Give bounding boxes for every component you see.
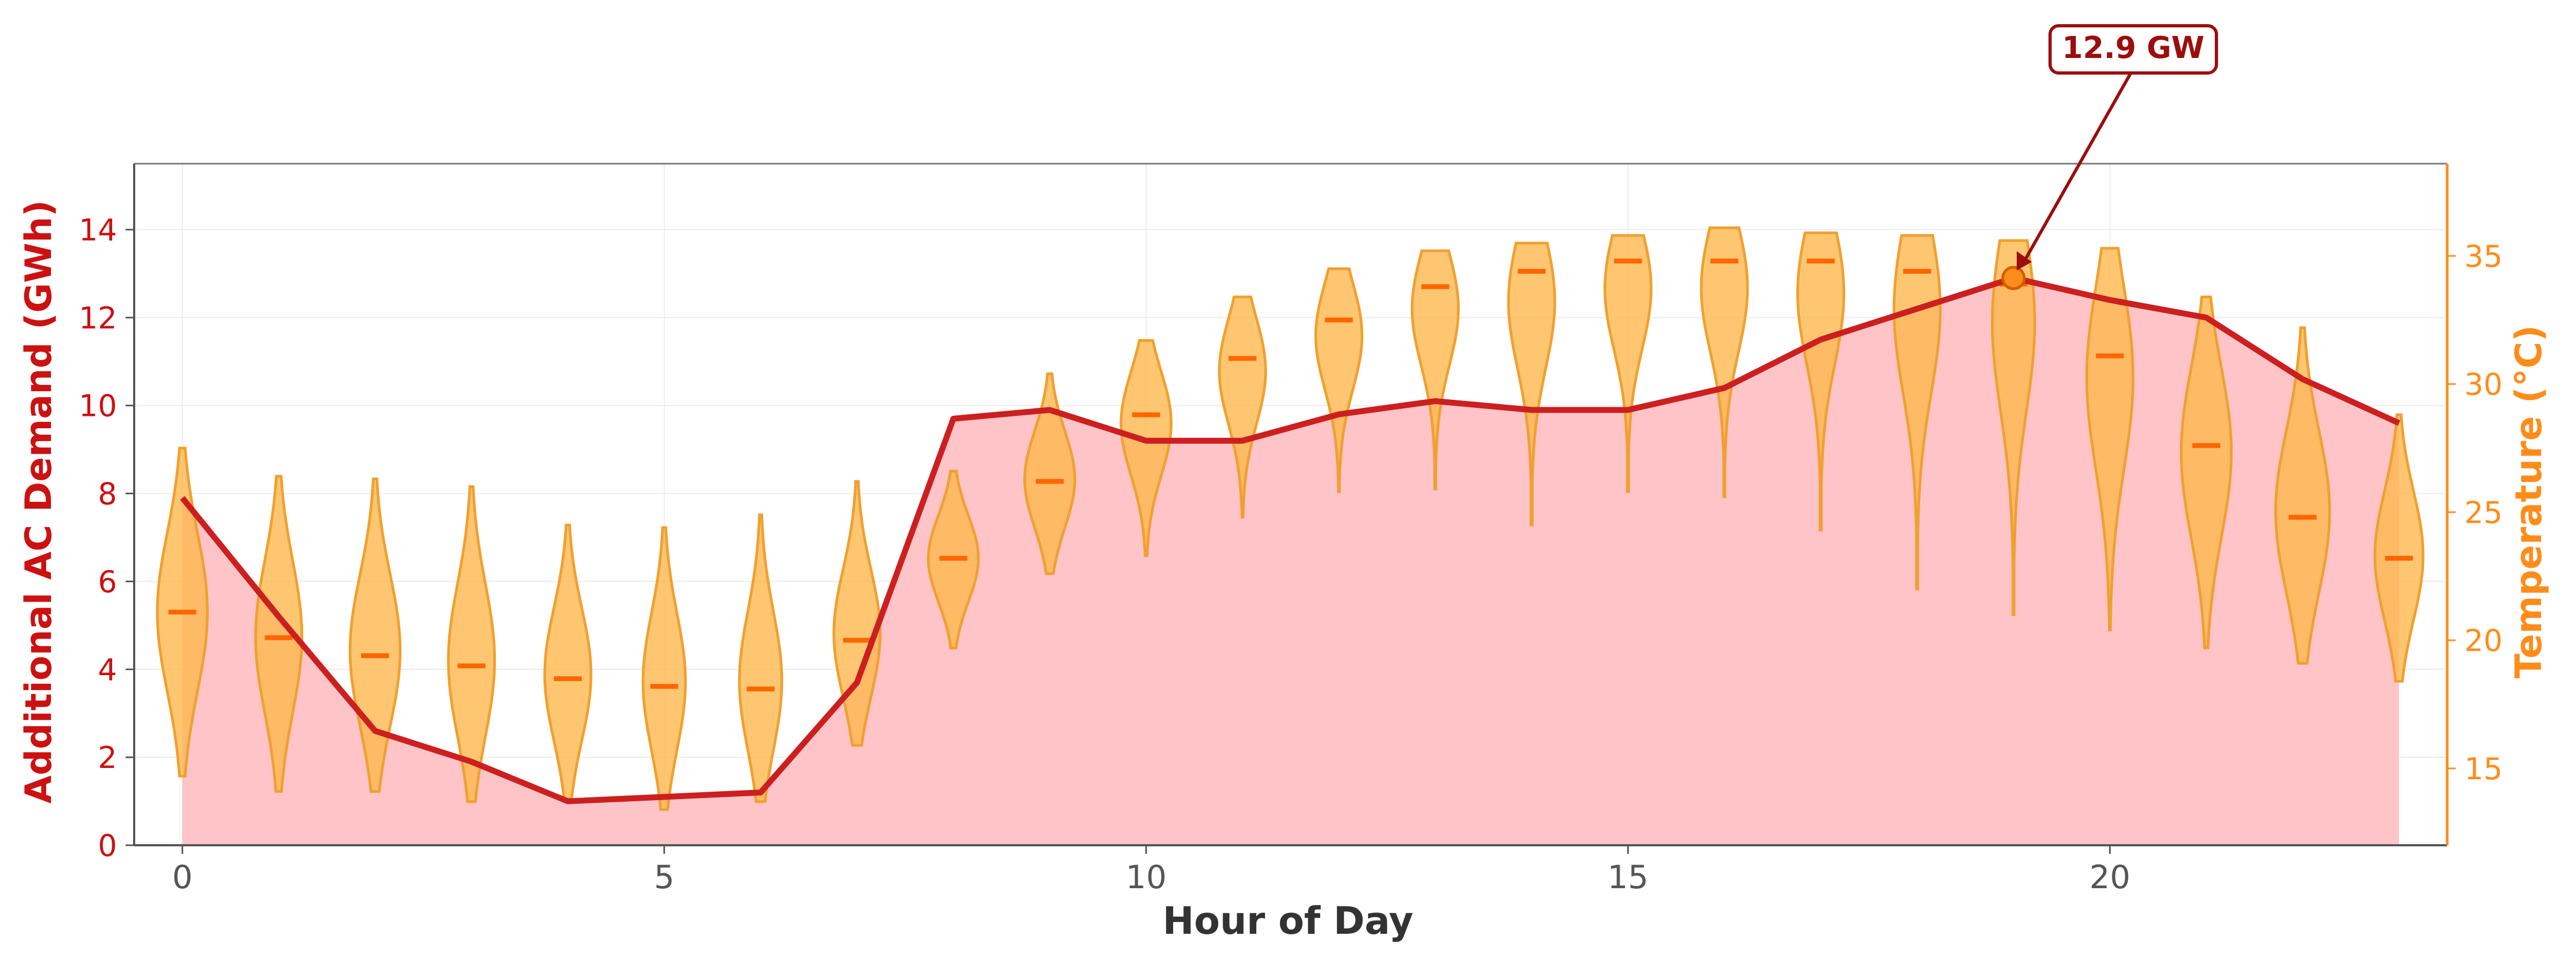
x-tick-label: 15 <box>1607 859 1648 896</box>
demand-area <box>182 278 2399 846</box>
y2-tick-label: 35 <box>2464 239 2502 274</box>
tick-labels: 0 2 4 6 8 10 12 14 15 20 25 30 35 0 5 10 15 20 <box>79 213 2503 896</box>
violin-hour-5 <box>641 526 687 811</box>
violin-hour-22 <box>2274 326 2331 665</box>
y-tick-label: 10 <box>79 389 117 424</box>
y-tick-label: 2 <box>98 741 117 775</box>
x-tick-label: 10 <box>1125 859 1166 896</box>
x-tick-label: 20 <box>2089 859 2130 896</box>
y-tick-label: 6 <box>98 565 117 599</box>
x-tick-label: 0 <box>172 859 193 896</box>
x-tick-label: 5 <box>654 859 675 896</box>
violin-hour-23 <box>2373 413 2425 683</box>
demand-area-fill <box>182 278 2399 846</box>
violin-hour-19 <box>1990 239 2036 616</box>
violin-hour-7 <box>832 480 882 747</box>
violin-hour-16 <box>1700 226 1749 499</box>
violin-hour-21 <box>2179 295 2233 649</box>
annotation-box <box>2048 24 2218 75</box>
y2-tick-label: 20 <box>2464 624 2502 658</box>
violin-hour-4 <box>543 523 592 801</box>
y2-tick-label: 15 <box>2464 752 2502 787</box>
violin-hour-9 <box>1023 372 1077 575</box>
violin-hour-13 <box>1410 249 1460 491</box>
y-tick-label: 0 <box>98 829 117 863</box>
y-tick-label: 4 <box>98 653 117 687</box>
violin-hour-20 <box>2085 247 2135 632</box>
demand-line <box>180 275 2401 804</box>
y2-axis-title: Temperature (°C) <box>2508 325 2550 679</box>
violin-hour-6 <box>738 513 784 803</box>
peak-marker <box>2001 266 2026 290</box>
axis-titles: Hour of Day Additional AC Demand (GWh) T… <box>18 200 2550 943</box>
demand-line-layer <box>180 275 2401 804</box>
annotation-label: 12.9 GW <box>2062 31 2204 65</box>
annotation-arrowhead <box>2016 251 2032 271</box>
violin-hour-1 <box>254 475 304 793</box>
temperature-violins <box>156 226 2425 811</box>
y-tick-label: 14 <box>79 213 117 248</box>
annotation-arrow <box>2021 68 2135 266</box>
violin-hour-10 <box>1119 339 1173 557</box>
violin-hour-17 <box>1796 231 1846 532</box>
x-axis-title: Hour of Day <box>1162 899 1413 943</box>
y2-tick-label: 25 <box>2464 495 2502 530</box>
axes-frame <box>133 163 2449 846</box>
violin-hour-3 <box>447 485 496 803</box>
violin-hour-18 <box>1892 234 1942 591</box>
y-axis-title: Additional AC Demand (GWh) <box>18 200 60 804</box>
violin-hour-11 <box>1218 295 1267 519</box>
peak-annotation: 12.9 GW <box>2001 24 2218 290</box>
y-tick-label: 12 <box>79 301 117 336</box>
y-tick-label: 8 <box>98 477 117 512</box>
violin-hour-14 <box>1507 241 1556 526</box>
y2-tick-label: 30 <box>2464 368 2502 402</box>
